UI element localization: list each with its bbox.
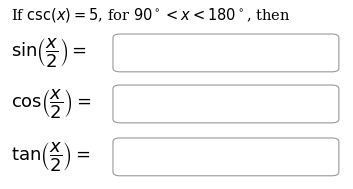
Text: $\sin\!\left(\dfrac{x}{2}\right) = $: $\sin\!\left(\dfrac{x}{2}\right) = $ (11, 36, 86, 69)
FancyBboxPatch shape (113, 34, 339, 72)
FancyBboxPatch shape (113, 138, 339, 176)
Text: $\cos\!\left(\dfrac{x}{2}\right) = $: $\cos\!\left(\dfrac{x}{2}\right) = $ (11, 88, 91, 120)
Text: If $\mathrm{csc}(x) = 5$, for $90^\circ < x < 180^\circ$, then: If $\mathrm{csc}(x) = 5$, for $90^\circ … (11, 6, 290, 24)
Text: $\tan\!\left(\dfrac{x}{2}\right) = $: $\tan\!\left(\dfrac{x}{2}\right) = $ (11, 140, 90, 173)
FancyBboxPatch shape (113, 85, 339, 123)
